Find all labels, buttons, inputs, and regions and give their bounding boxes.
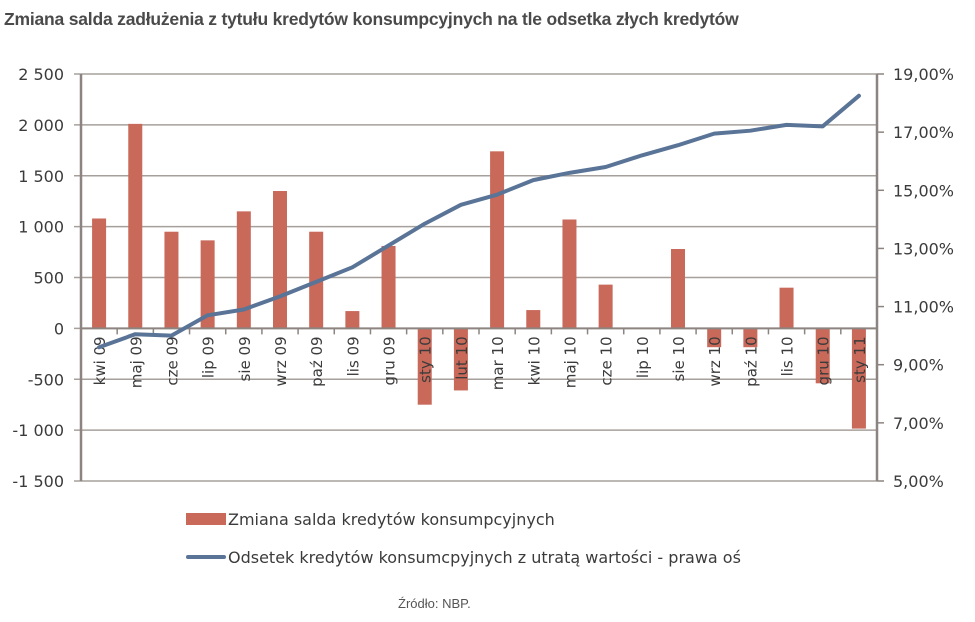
bar [128,123,143,329]
left-axis-tick-label: -1 000 [12,421,64,440]
category-label: kwi 09 [91,336,109,385]
line-swatch-icon [186,555,226,559]
left-axis-tick-label: 2 000 [18,116,64,135]
right-axis-tick-label: 7,00% [893,414,944,433]
left-axis-tick-label: 0 [54,319,64,338]
category-label: maj 10 [561,336,579,388]
bar [417,328,432,405]
category-label: sty 11 [851,336,869,382]
bar [200,240,215,329]
legend-bar-label: Zmiana salda kredytów konsumpcyjnych [228,509,555,529]
category-label: gru 10 [815,336,833,385]
category-label: lip 09 [200,336,218,378]
bar [562,219,577,329]
bar [851,328,866,429]
category-label: maj 09 [127,336,145,388]
right-axis-tick-label: 5,00% [893,472,944,491]
bar [526,310,541,329]
bar [345,311,360,329]
line-series [97,93,861,350]
left-axis-tick-label: 500 [33,269,64,288]
left-axis-tick-label: -1 500 [12,472,64,491]
right-axis-tick-label: 9,00% [893,356,944,375]
right-axis-tick-label: 11,00% [893,298,954,317]
legend-item-bar: Zmiana salda kredytów konsumpcyjnych [186,508,741,530]
category-label: lis 09 [344,336,362,376]
category-label: sie 09 [236,336,254,381]
bar [598,284,613,329]
left-axis-tick-label: 1 000 [18,218,64,237]
category-label: sty 10 [417,336,435,382]
bar [273,191,287,329]
category-label: lut 10 [453,336,471,379]
bar [671,249,685,329]
category-label: gru 09 [381,336,399,385]
bar [236,211,251,329]
category-label: sie 10 [670,336,688,381]
left-axis-tick-label: -500 [28,370,64,389]
legend-line-label: Odsetek kredytów konsumcpyjnych z utratą… [228,547,741,567]
category-label: lip 10 [634,336,652,378]
bar [92,218,107,329]
bar [490,151,505,329]
right-axis-tick-label: 13,00% [893,239,954,258]
category-label: cze 10 [598,336,616,385]
right-axis-tick-label: 17,00% [893,123,954,142]
right-axis-tick-label: 19,00% [893,65,954,84]
bar [707,328,722,348]
right-axis-tick-label: 15,00% [893,181,954,200]
bar [779,287,794,329]
category-label: wrz 09 [272,336,290,386]
legend: Zmiana salda kredytów konsumpcyjnych Ods… [186,508,741,584]
left-axis-tick-label: 2 500 [18,65,64,84]
category-label: lis 10 [779,336,797,376]
category-label: cze 09 [163,336,181,385]
category-label: mar 10 [489,336,507,390]
chart-title: Zmiana salda zadłużenia z tytułu kredytó… [4,9,739,29]
category-label: kwi 10 [525,336,543,385]
bar [164,231,179,329]
bar [381,245,396,329]
category-label: paź 10 [742,336,760,386]
legend-item-line: Odsetek kredytów konsumcpyjnych z utratą… [186,546,741,568]
source-note: Źródło: NBP. [398,596,471,611]
bar-swatch-icon [186,513,226,525]
bar [815,328,830,384]
category-label: paź 09 [308,336,326,386]
bar [453,328,468,391]
bar [743,328,758,348]
category-label: wrz 10 [706,336,724,386]
left-axis-tick-label: 1 500 [18,167,64,186]
combo-chart: 2 500 2 000 1 500 1 000 500 0 -500 -1 000 -1 500… [12,65,954,491]
